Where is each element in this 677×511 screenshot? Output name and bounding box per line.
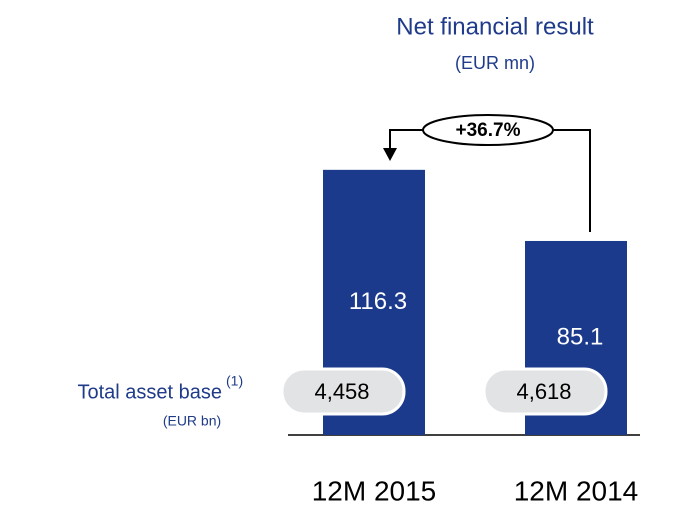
annotation-oval (422, 114, 554, 146)
asset-value: 4,618 (516, 379, 571, 404)
asset-superscript: (1) (226, 373, 243, 389)
connector (553, 129, 591, 232)
x-tick-label: 12M 2015 (312, 475, 437, 506)
asset-value: 4,458 (314, 379, 369, 404)
chart-subtitle: (EUR mn) (455, 53, 535, 73)
connector (389, 129, 423, 150)
asset-pill (280, 367, 406, 416)
arrow-head (383, 148, 397, 161)
value-label: 116.3 (349, 288, 407, 315)
asset-unit: (EUR bn) (163, 413, 221, 429)
x-tick-label: 12M 2014 (514, 475, 639, 506)
annotation: +36.7% (456, 120, 521, 141)
chart-title: Net financial result (396, 13, 594, 40)
asset-label: Total asset base (77, 381, 222, 403)
asset-pill (482, 367, 608, 416)
value-label: 85.1 (557, 323, 604, 350)
